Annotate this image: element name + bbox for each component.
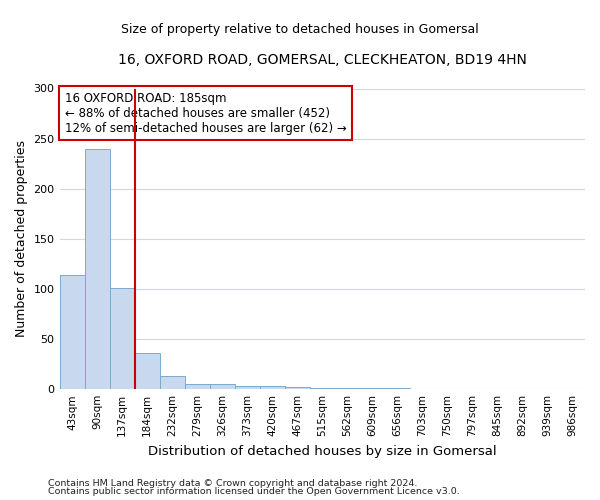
X-axis label: Distribution of detached houses by size in Gomersal: Distribution of detached houses by size … bbox=[148, 444, 497, 458]
Bar bbox=[360, 388, 385, 389]
Bar bbox=[110, 288, 134, 389]
Bar bbox=[209, 384, 235, 389]
Bar bbox=[260, 386, 285, 389]
Bar bbox=[335, 388, 360, 389]
Text: Size of property relative to detached houses in Gomersal: Size of property relative to detached ho… bbox=[121, 22, 479, 36]
Bar bbox=[385, 388, 410, 389]
Bar bbox=[185, 384, 209, 389]
Bar bbox=[85, 148, 110, 389]
Text: 16 OXFORD ROAD: 185sqm
← 88% of detached houses are smaller (452)
12% of semi-de: 16 OXFORD ROAD: 185sqm ← 88% of detached… bbox=[65, 92, 347, 134]
Bar bbox=[285, 387, 310, 389]
Bar bbox=[235, 386, 260, 389]
Bar bbox=[134, 353, 160, 389]
Bar bbox=[310, 388, 335, 389]
Bar bbox=[59, 275, 85, 389]
Title: 16, OXFORD ROAD, GOMERSAL, CLECKHEATON, BD19 4HN: 16, OXFORD ROAD, GOMERSAL, CLECKHEATON, … bbox=[118, 52, 527, 66]
Text: Contains HM Land Registry data © Crown copyright and database right 2024.: Contains HM Land Registry data © Crown c… bbox=[48, 478, 418, 488]
Bar bbox=[160, 376, 185, 389]
Y-axis label: Number of detached properties: Number of detached properties bbox=[15, 140, 28, 338]
Text: Contains public sector information licensed under the Open Government Licence v3: Contains public sector information licen… bbox=[48, 487, 460, 496]
